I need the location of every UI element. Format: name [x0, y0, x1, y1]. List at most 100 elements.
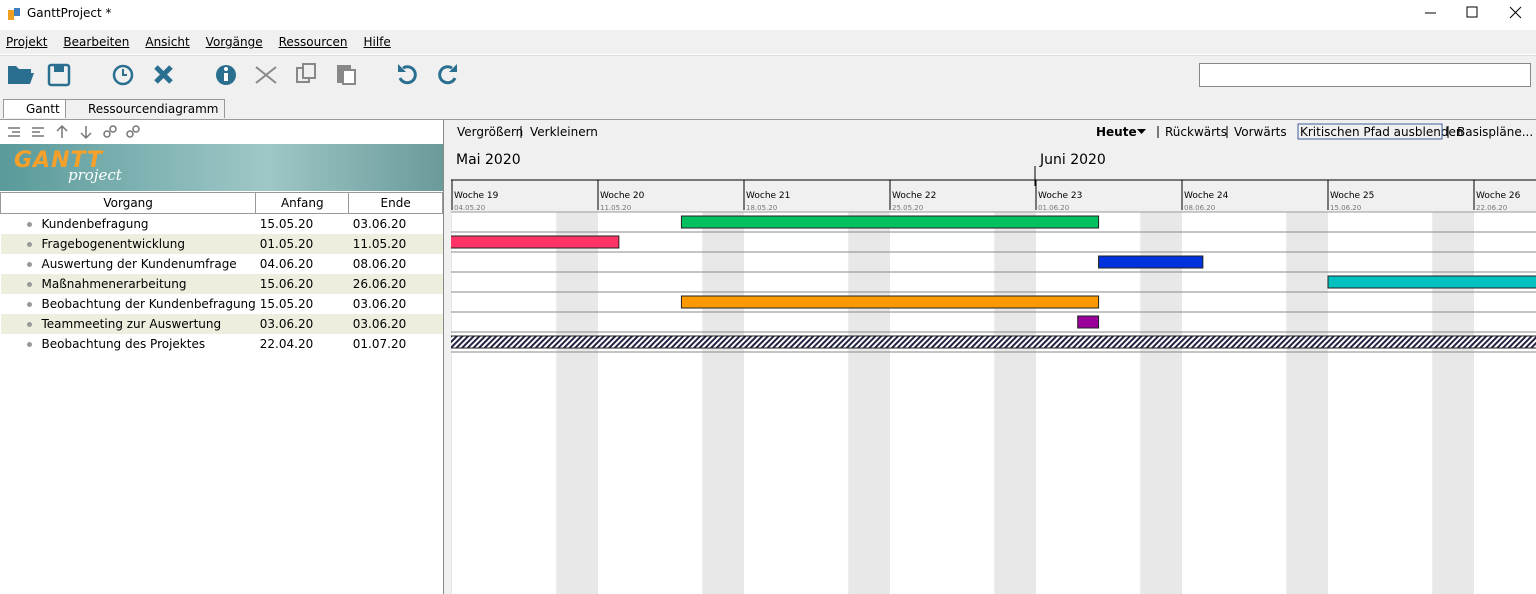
window-title: GanttProject *: [27, 6, 112, 20]
task-name: Beobachtung des Projektes: [41, 337, 206, 351]
task-end: 03.06.20: [352, 297, 407, 311]
logo-subtitle: project: [68, 166, 122, 184]
search-field[interactable]: [1199, 63, 1531, 87]
task-bar[interactable]: [451, 335, 1536, 349]
task-end: 11.05.20: [352, 237, 407, 251]
task-row[interactable]: Beobachtung der Kundenbefragung 15.05.20 0…: [0, 294, 443, 314]
week-date: 11.05.20: [600, 204, 631, 212]
task-name: Fragebogenentwicklung: [41, 237, 185, 251]
week-date: 15.06.20: [1330, 204, 1361, 212]
dropdown-arrow: [1137, 129, 1146, 134]
task-name-cell: Kundenbefragung: [1, 214, 256, 235]
week-label: Woche 23: [1038, 191, 1082, 201]
week-date: 01.06.20: [1038, 204, 1069, 212]
task-name: Teammeeting zur Auswertung: [41, 317, 222, 331]
task-row[interactable]: Fragebogenentwicklung 01.05.20 11.05.20: [0, 234, 443, 254]
column-header[interactable]: Anfang: [255, 192, 350, 214]
task-start: 15.06.20: [259, 277, 314, 291]
menu-bar: Projekt Bearbeiten Ansicht Vorgänge Ressourc…: [0, 30, 1536, 54]
task-name: Auswertung der Kundenumfrage: [41, 257, 237, 271]
task-name: Maßnahmenerarbeitung: [41, 277, 187, 291]
bullet: [26, 322, 32, 327]
window-controls[interactable]: [1415, 0, 1536, 28]
gantt-tab[interactable]: Gantt: [3, 99, 67, 118]
task-name-cell: Beobachtung der Kundenbefragung: [1, 294, 256, 314]
toolbar-icons[interactable]: [0, 56, 480, 98]
app-icon: [8, 8, 20, 20]
chart-toolbar-link[interactable]: Vergrößern: [457, 125, 523, 139]
task-panel: GANTT project Vorgang Anfang Ende Kundenbef…: [0, 120, 443, 594]
menu-item[interactable]: Ressourcen: [278, 35, 348, 49]
weekend-shade: [702, 212, 744, 594]
splitter[interactable]: [443, 120, 452, 594]
column-header[interactable]: Ende: [348, 192, 443, 214]
chart-toolbar-link[interactable]: Rückwärts: [1165, 125, 1227, 139]
task-bar[interactable]: [1327, 275, 1536, 289]
task-start: 04.06.20: [259, 257, 314, 271]
timeline-header: [451, 120, 1536, 212]
task-bar[interactable]: [451, 235, 620, 249]
chart-toolbar-link[interactable]: Kritischen Pfad ausblenden: [1300, 125, 1463, 139]
task-name-cell: Fragebogenentwicklung: [1, 234, 256, 254]
week-date: 22.06.20: [1476, 204, 1507, 212]
menu-item[interactable]: Hilfe: [363, 35, 391, 49]
bullet: [26, 282, 32, 287]
weekend-shade: [1286, 212, 1328, 594]
gantt-chart: Vergrößern Verkleinern Heute Rückwärts Vorwä…: [451, 120, 1536, 594]
week-date: 18.05.20: [746, 204, 777, 212]
weekend-shade: [556, 212, 598, 594]
task-end: 03.06.20: [352, 217, 407, 231]
task-end: 26.06.20: [352, 277, 407, 291]
week-label: Woche 24: [1184, 191, 1229, 201]
task-name-cell: Teammeeting zur Auswertung: [1, 314, 256, 334]
column-header[interactable]: Vorgang: [0, 192, 257, 214]
weekend-shade: [1140, 212, 1182, 594]
week-label: Woche 25: [1330, 191, 1374, 201]
task-row[interactable]: Auswertung der Kundenumfrage 04.06.20 08.0…: [0, 254, 443, 274]
weekend-shade: [451, 212, 452, 594]
task-bar[interactable]: [1098, 255, 1204, 269]
task-name-cell: Beobachtung des Projektes: [1, 334, 256, 354]
title-bar: GanttProject *: [0, 0, 1536, 28]
task-toolbar[interactable]: [0, 120, 443, 144]
task-row[interactable]: Kundenbefragung 15.05.20 03.06.20: [0, 213, 443, 235]
logo-title: GANTT: [14, 148, 104, 173]
critical-path-focus: [1297, 123, 1443, 140]
bullet: [26, 262, 32, 267]
menu-item[interactable]: Vorgänge: [205, 35, 263, 49]
chart-toolbar-link[interactable]: Basispläne...: [1457, 125, 1533, 139]
tab-bar: Gantt Ressourcendiagramm: [0, 97, 1536, 120]
task-row[interactable]: Teammeeting zur Auswertung 03.06.20 03.06.…: [0, 314, 443, 334]
bullet: [26, 342, 32, 347]
weekend-shade: [1432, 212, 1474, 594]
week-label: Woche 20: [600, 191, 645, 201]
weekend-shade: [848, 212, 890, 594]
bullet: [26, 242, 32, 247]
task-end: 01.07.20: [352, 337, 407, 351]
task-row[interactable]: Beobachtung des Projektes 22.04.20 01.07.2…: [0, 334, 443, 354]
task-name: Kundenbefragung: [41, 217, 149, 231]
menu-item[interactable]: Bearbeiten: [63, 35, 130, 49]
chart-toolbar-link[interactable]: Heute: [1096, 125, 1137, 139]
task-bar[interactable]: [1077, 315, 1100, 329]
task-start: 22.04.20: [259, 337, 314, 351]
month-label: Mai 2020: [456, 152, 521, 168]
task-bar[interactable]: [680, 295, 1100, 309]
task-start: 03.06.20: [259, 317, 314, 331]
task-row[interactable]: Maßnahmenerarbeitung 15.06.20 26.06.20: [0, 274, 443, 294]
chart-toolbar-link[interactable]: Verkleinern: [530, 125, 598, 139]
week-label: Woche 26: [1476, 191, 1521, 201]
task-table: Vorgang Anfang Ende Kundenbefragung 15.05.20…: [0, 192, 443, 354]
week-label: Woche 22: [892, 191, 936, 201]
task-bar[interactable]: [680, 215, 1100, 229]
week-label: Woche 19: [454, 191, 499, 201]
task-end: 08.06.20: [352, 257, 407, 271]
chart-toolbar-link[interactable]: Vorwärts: [1234, 125, 1287, 139]
week-label: Woche 21: [746, 191, 790, 201]
menu-item[interactable]: Projekt: [6, 35, 48, 49]
menu-item[interactable]: Ansicht: [145, 35, 190, 49]
month-label: Juni 2020: [1039, 152, 1106, 168]
resource-tab[interactable]: Ressourcendiagramm: [65, 99, 226, 118]
task-name-cell: Maßnahmenerarbeitung: [1, 274, 256, 294]
